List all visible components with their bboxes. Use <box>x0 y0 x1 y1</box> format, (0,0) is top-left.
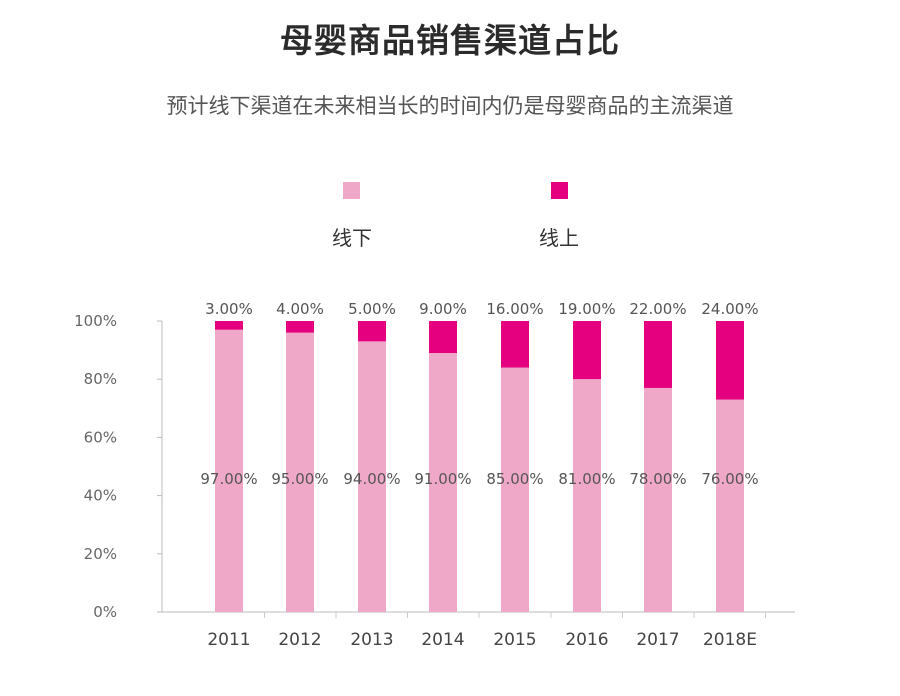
legend-swatch-offline <box>343 182 360 199</box>
data-label-online: 5.00% <box>348 300 396 318</box>
y-tick-label: 80% <box>84 370 117 388</box>
data-label-offline: 81.00% <box>558 470 615 488</box>
bar-offline <box>358 341 386 612</box>
data-label-online: 16.00% <box>486 300 543 318</box>
bar-offline <box>573 379 601 612</box>
bar-offline <box>644 387 672 612</box>
y-tick-label: 60% <box>84 428 117 446</box>
y-tick-label: 0% <box>93 603 117 621</box>
bar-offline <box>286 332 314 612</box>
data-label-online: 19.00% <box>558 300 615 318</box>
bar-online <box>501 321 529 368</box>
y-tick-label: 100% <box>74 312 117 330</box>
bar-online <box>286 321 314 333</box>
x-tick-label: 2014 <box>421 630 464 650</box>
data-label-offline: 85.00% <box>486 470 543 488</box>
data-label-offline: 94.00% <box>343 470 400 488</box>
x-tick-label: 2012 <box>278 630 321 650</box>
chart-subtitle: 预计线下渠道在未来相当长的时间内仍是母婴商品的主流渠道 <box>166 94 734 118</box>
chart-title: 母婴商品销售渠道占比 <box>280 21 620 60</box>
bar-online <box>716 321 744 400</box>
data-label-online: 24.00% <box>701 300 758 318</box>
bar-online <box>644 321 672 388</box>
data-label-offline: 97.00% <box>200 470 257 488</box>
bar-offline <box>429 353 457 612</box>
data-label-offline: 95.00% <box>271 470 328 488</box>
bar-offline <box>501 367 529 612</box>
bar-online <box>429 321 457 354</box>
bar-online <box>215 321 243 330</box>
x-tick-label: 2016 <box>565 630 608 650</box>
legend-label-offline: 线下 <box>332 226 372 250</box>
x-tick-label: 2018E <box>703 630 757 650</box>
data-label-offline: 91.00% <box>414 470 471 488</box>
y-tick-label: 20% <box>84 545 117 563</box>
x-tick-label: 2011 <box>207 630 250 650</box>
data-label-online: 22.00% <box>629 300 686 318</box>
data-label-offline: 78.00% <box>629 470 686 488</box>
bar-online <box>573 321 601 380</box>
y-tick-label: 40% <box>84 487 117 505</box>
legend-label-online: 线上 <box>539 226 579 250</box>
x-tick-label: 2017 <box>636 630 679 650</box>
x-tick-label: 2013 <box>350 630 393 650</box>
bar-online <box>358 321 386 342</box>
bar-offline <box>716 399 744 612</box>
data-label-online: 9.00% <box>419 300 467 318</box>
x-tick-label: 2015 <box>493 630 536 650</box>
legend-swatch-online <box>551 182 568 199</box>
data-label-online: 4.00% <box>276 300 324 318</box>
data-label-online: 3.00% <box>205 300 253 318</box>
data-label-offline: 76.00% <box>701 470 758 488</box>
bar-offline <box>215 329 243 612</box>
